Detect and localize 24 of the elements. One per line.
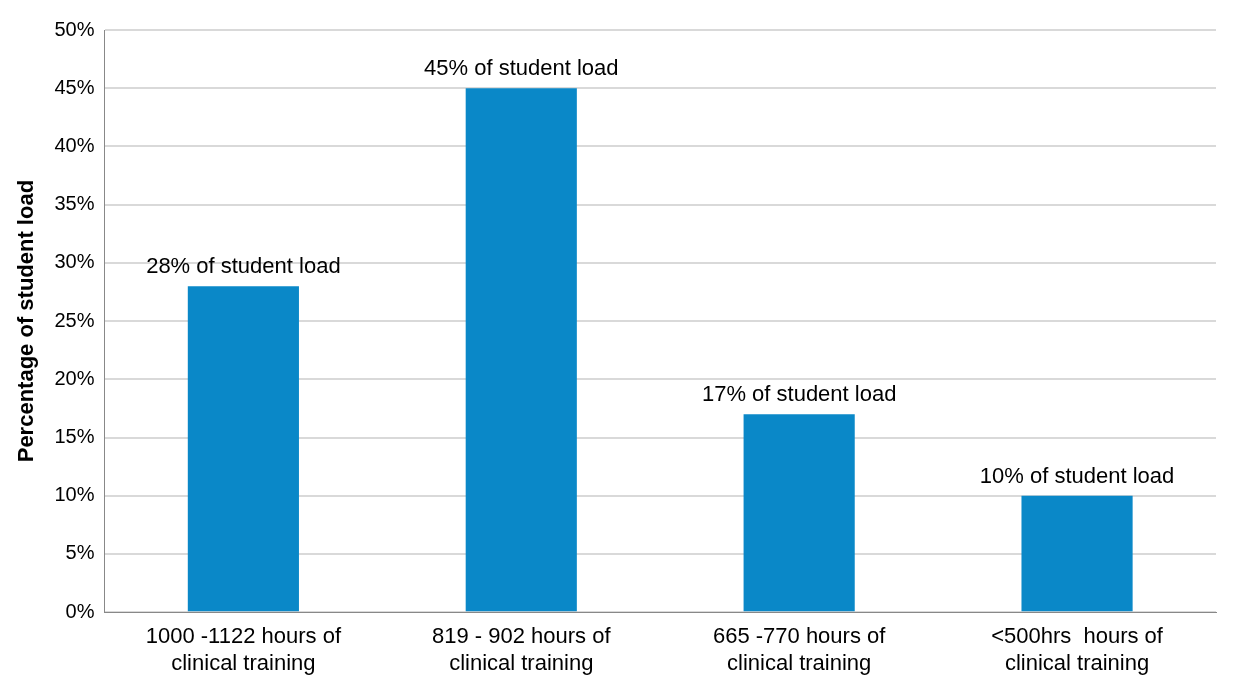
data-label: 28% of student load	[146, 253, 341, 279]
y-tick-label: 40%	[54, 133, 95, 156]
y-tick-label: 5%	[65, 541, 95, 564]
data-label: 17% of student load	[701, 381, 897, 407]
y-tick-label: 15%	[54, 425, 95, 448]
y-tick-label: 45%	[54, 75, 95, 98]
bar	[1021, 495, 1133, 612]
bar	[465, 88, 577, 612]
y-tick-label: 50%	[54, 17, 95, 40]
y-tick-label: 25%	[54, 308, 95, 331]
x-tick-label: 665 -770 hours of clinical training	[712, 623, 887, 675]
y-tick-label: 10%	[54, 483, 95, 506]
data-label: 10% of student load	[979, 462, 1175, 488]
x-tick-label: 819 - 902 hours of clinical training	[431, 623, 612, 675]
y-tick-label: 20%	[54, 366, 95, 389]
bar	[187, 286, 299, 612]
y-tick-label: 35%	[54, 192, 95, 215]
x-tick-label: <500hrs hours of clinical training	[991, 623, 1164, 675]
x-tick-label: 1000 -1122 hours of clinical training	[145, 623, 342, 675]
y-axis-title: Percentage of student load	[13, 179, 39, 463]
y-tick-label: 30%	[54, 250, 95, 273]
data-label: 45% of student load	[424, 55, 619, 81]
bar	[743, 414, 855, 612]
y-tick-label: 0%	[65, 599, 95, 622]
